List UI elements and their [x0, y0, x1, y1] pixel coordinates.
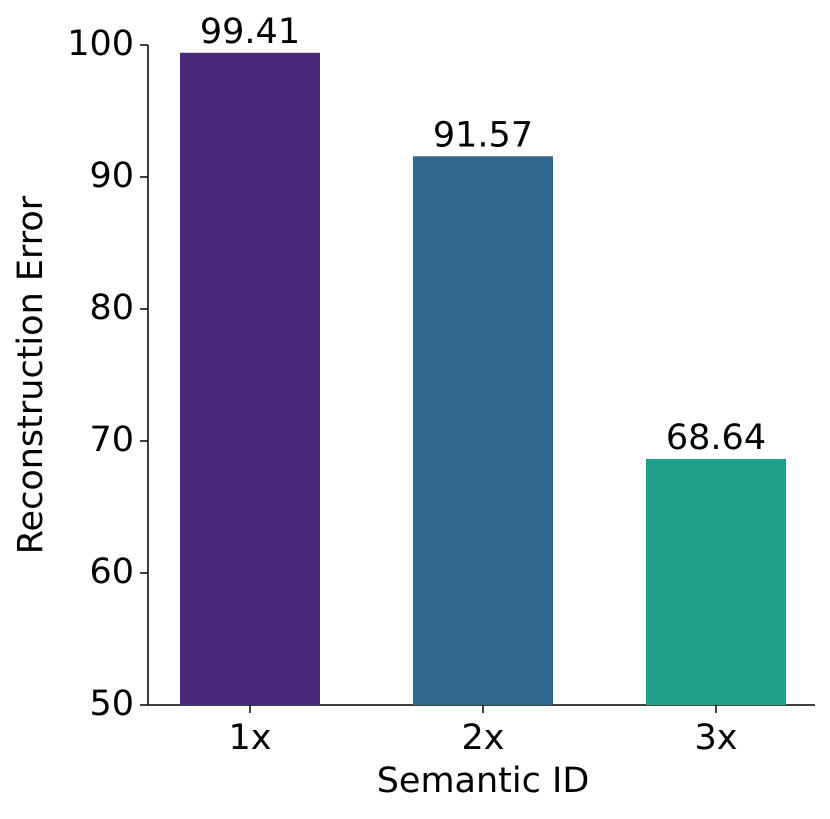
- y-axis-label: Reconstruction Error: [11, 195, 51, 554]
- value-label: 68.64: [666, 418, 766, 458]
- x-tick-label: 3x: [695, 718, 738, 758]
- y-tick-label: 60: [89, 552, 134, 592]
- x-tick-label: 1x: [229, 718, 272, 758]
- y-tick-label: 90: [89, 156, 134, 196]
- value-label: 99.41: [200, 12, 300, 52]
- bar: [413, 156, 553, 705]
- y-tick-label: 100: [67, 24, 134, 64]
- y-tick-label: 50: [89, 684, 134, 724]
- bar: [180, 52, 320, 705]
- bar: [646, 458, 786, 705]
- x-tick-label: 2x: [462, 718, 505, 758]
- y-tick-label: 70: [89, 420, 134, 460]
- x-axis-label: Semantic ID: [377, 761, 590, 801]
- value-label: 91.57: [433, 115, 533, 155]
- y-tick-label: 80: [89, 288, 134, 328]
